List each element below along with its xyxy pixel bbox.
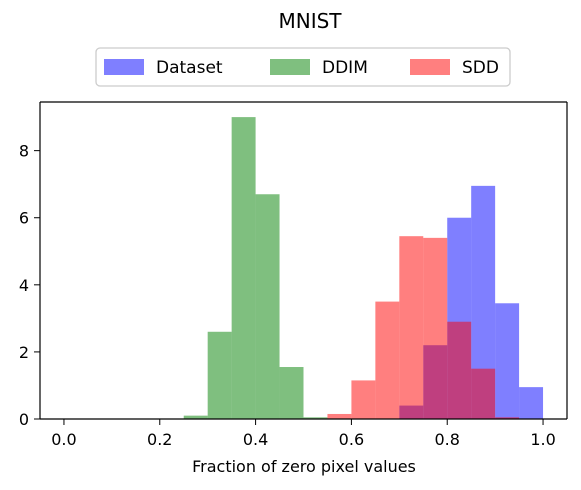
- x-tick-label: 1.0: [530, 430, 555, 449]
- legend-swatch-dataset: [104, 59, 144, 75]
- legend: Dataset DDIM SDD: [95, 47, 511, 87]
- bar-sdd-5: [447, 321, 472, 419]
- legend-swatch-ddim: [270, 59, 310, 75]
- y-tick-label: 2: [19, 343, 29, 362]
- y-tick-label: 0: [19, 410, 29, 429]
- bar-sdd-3: [399, 236, 424, 419]
- y-ticks: 0 2 4 6 8: [19, 142, 40, 429]
- bar-dataset-3: [471, 185, 496, 419]
- axes: [39, 101, 568, 420]
- bar-ddim-1: [207, 331, 232, 419]
- bar-dataset-5: [519, 387, 544, 419]
- y-tick-label: 4: [19, 276, 29, 295]
- y-tick-label: 8: [19, 142, 29, 161]
- bar-sdd-4: [423, 237, 448, 419]
- legend-swatch-sdd: [410, 59, 450, 75]
- bar-dataset-4: [495, 303, 520, 419]
- bar-sdd-2: [375, 301, 400, 419]
- bar-ddim-5: [303, 417, 328, 419]
- bar-ddim-4: [279, 367, 304, 419]
- bar-ddim-3: [255, 194, 280, 419]
- x-tick-label: 0.6: [339, 430, 364, 449]
- bar-ddim-0: [183, 415, 208, 419]
- bar-sdd-6: [471, 368, 496, 419]
- legend-label-dataset: Dataset: [156, 58, 223, 78]
- x-axis-label: Fraction of zero pixel values: [192, 457, 416, 476]
- x-tick-label: 0.2: [147, 430, 172, 449]
- bar-ddim-2: [231, 117, 256, 419]
- legend-label-ddim: DDIM: [322, 58, 368, 78]
- x-ticks: 0.0 0.2 0.4 0.6 0.8 1.0: [51, 419, 556, 449]
- legend-label-sdd: SDD: [462, 58, 499, 78]
- y-tick-label: 6: [19, 209, 29, 228]
- x-tick-label: 0.4: [243, 430, 268, 449]
- bars-layer: [183, 117, 544, 419]
- x-tick-label: 0.8: [435, 430, 460, 449]
- bar-sdd-1: [351, 380, 376, 419]
- bar-sdd-0: [327, 413, 352, 419]
- chart-title: MNIST: [278, 9, 342, 33]
- x-tick-label: 0.0: [51, 430, 76, 449]
- bar-sdd-7: [495, 417, 520, 419]
